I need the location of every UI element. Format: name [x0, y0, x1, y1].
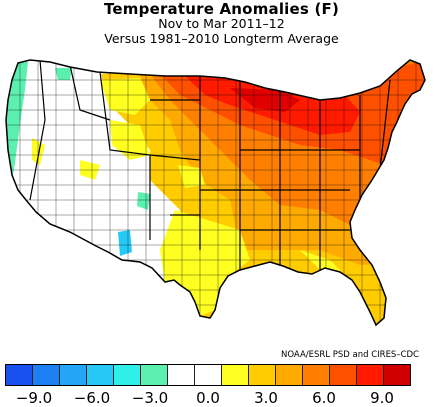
colorbar-cell — [33, 365, 60, 385]
colorbar-cell — [114, 365, 141, 385]
colorbar-cell — [168, 365, 195, 385]
colorbar-cell — [195, 365, 222, 385]
colorbar-cell — [60, 365, 87, 385]
colorbar-cell — [276, 365, 303, 385]
map-subtitle-period: Nov to Mar 2011–12 — [158, 16, 285, 31]
colorbar-ticks: −9.0 −6.0 −3.0 0.0 3.0 6.0 9.0 — [0, 386, 443, 407]
colorbar-cell — [87, 365, 114, 385]
colorbar-cell — [303, 365, 330, 385]
colorbar-tick-label: −3.0 — [131, 389, 169, 407]
us-outline — [5, 59, 426, 327]
colorbar-tick-label: −6.0 — [73, 389, 111, 407]
colorbar-tick-label: 3.0 — [254, 389, 278, 407]
colorbar-cell — [222, 365, 249, 385]
us-anomaly-map — [5, 59, 426, 327]
map-subtitle-baseline: Versus 1981–2010 Longterm Average — [104, 31, 339, 46]
colorbar-tick-label: −9.0 — [15, 389, 53, 407]
colorbar-tick-label: 9.0 — [370, 389, 394, 407]
data-credit: NOAA/ESRL PSD and CIRES–CDC — [281, 350, 419, 360]
colorbar-cell — [141, 365, 168, 385]
state-boundaries — [29, 60, 391, 270]
colorbar — [5, 364, 411, 386]
colorbar-tick-label: 6.0 — [312, 389, 336, 407]
colorbar-cell — [330, 365, 357, 385]
map-title: Temperature Anomalies (F) — [103, 0, 340, 18]
colorbar-cell — [384, 365, 410, 385]
colorbar-cell — [6, 365, 33, 385]
colorbar-cell — [249, 365, 276, 385]
colorbar-tick-label: 0.0 — [196, 389, 220, 407]
colorbar-cell — [357, 365, 384, 385]
climate-division-boundaries — [6, 60, 425, 325]
